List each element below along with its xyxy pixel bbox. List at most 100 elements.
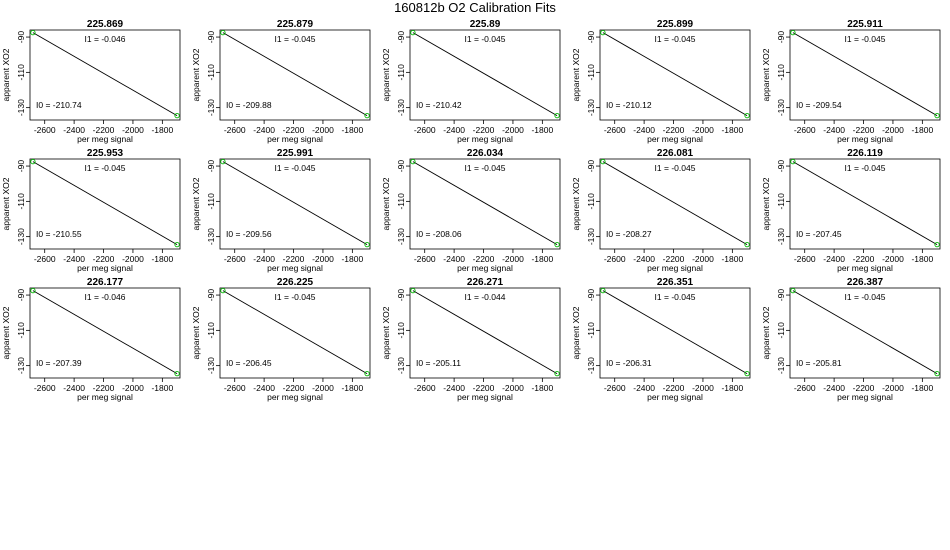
- i1-value: -0.046: [101, 292, 125, 302]
- x-axis-label: per meg signal: [457, 392, 513, 402]
- y-tick-label: -130: [586, 357, 596, 374]
- y-axis-label: apparent XO2: [571, 177, 581, 230]
- plot-frame: [409, 29, 561, 121]
- calibration-panel: 226.387 -2600 -2400 -2200 -2000 -1800 -90 -110 -…: [760, 275, 950, 403]
- data-point: [364, 112, 370, 119]
- i1-value: -0.044: [481, 292, 505, 302]
- y-tick-label: -130: [776, 228, 786, 245]
- x-tick-label: -2000: [882, 254, 904, 264]
- panel-plot: 226.225 -2600 -2400 -2200 -2000 -1800 -90 -110 -…: [191, 277, 371, 402]
- i1-value: -0.045: [481, 163, 505, 173]
- x-axis-label: per meg signal: [647, 134, 703, 144]
- panel-title: 226.034: [467, 148, 504, 159]
- i0-value: -208.27: [623, 229, 652, 239]
- x-tick-label: -2200: [283, 125, 305, 135]
- x-axis-label: per meg signal: [267, 134, 323, 144]
- plot-frame: [409, 158, 561, 250]
- i0-value: -209.56: [243, 229, 272, 239]
- data-point: [364, 241, 370, 248]
- x-tick-label: -2600: [224, 125, 246, 135]
- x-tick-label: -2400: [823, 125, 845, 135]
- y-tick-label: -90: [396, 289, 406, 302]
- x-tick-label: -2400: [633, 254, 655, 264]
- i1-prefix: I1 =: [465, 163, 482, 173]
- calibration-panel: 225.899 -2600 -2400 -2200 -2000 -1800 -90 -110 -…: [570, 17, 760, 145]
- x-axis-label: per meg signal: [267, 263, 323, 273]
- calibration-panel: 226.271 -2600 -2400 -2200 -2000 -1800 -90 -110 -…: [380, 275, 570, 403]
- page-title: 160812b O2 Calibration Fits: [394, 0, 556, 15]
- x-tick-label: -2400: [443, 254, 465, 264]
- x-tick-label: -2200: [473, 383, 495, 393]
- y-tick-label: -130: [586, 228, 596, 245]
- i0-annotation: I0 = -210.55: [36, 229, 82, 239]
- i0-prefix: I0 =: [796, 229, 813, 239]
- panel-title: 226.271: [467, 277, 504, 288]
- y-tick-label: -90: [586, 289, 596, 302]
- i1-prefix: I1 =: [85, 34, 102, 44]
- i0-prefix: I0 =: [416, 358, 433, 368]
- data-point: [934, 112, 940, 119]
- y-tick-label: -130: [16, 228, 26, 245]
- y-tick-label: -130: [206, 228, 216, 245]
- fit-line: [602, 32, 748, 116]
- y-tick-label: -90: [396, 160, 406, 173]
- y-axis-label: apparent XO2: [1, 177, 11, 230]
- panel-plot: 225.991 -2600 -2400 -2200 -2000 -1800 -90 -110 -…: [191, 148, 371, 273]
- i1-annotation: I1 = -0.045: [465, 34, 506, 44]
- y-axis-label: apparent XO2: [571, 48, 581, 101]
- i1-prefix: I1 =: [275, 292, 292, 302]
- y-tick-label: -110: [586, 322, 596, 339]
- plot-frame: [219, 287, 371, 379]
- panel-plot: 225.953 -2600 -2400 -2200 -2000 -1800 -90 -110 -…: [1, 148, 181, 273]
- x-tick-label: -1800: [151, 125, 173, 135]
- fit-line: [222, 161, 368, 245]
- i0-value: -209.88: [243, 100, 272, 110]
- panel-title: 226.225: [277, 277, 314, 288]
- i1-value: -0.045: [671, 163, 695, 173]
- i0-annotation: I0 = -209.54: [796, 100, 842, 110]
- x-tick-label: -1800: [531, 254, 553, 264]
- x-tick-label: -1800: [151, 254, 173, 264]
- calibration-panel: 225.953 -2600 -2400 -2200 -2000 -1800 -90 -110 -…: [0, 146, 190, 274]
- data-point: [744, 370, 750, 377]
- x-tick-label: -2000: [122, 125, 144, 135]
- data-point: [410, 158, 416, 165]
- y-tick-label: -110: [16, 64, 26, 81]
- i0-value: -207.39: [53, 358, 82, 368]
- x-tick-label: -2000: [502, 383, 524, 393]
- x-tick-label: -2400: [63, 383, 85, 393]
- y-tick-label: -130: [776, 357, 786, 374]
- i0-annotation: I0 = -210.12: [606, 100, 652, 110]
- data-point: [554, 241, 560, 248]
- plot-frame: [599, 29, 751, 121]
- data-point: [220, 287, 226, 294]
- plot-frame: [789, 158, 941, 250]
- data-point: [600, 158, 606, 165]
- x-tick-label: -2000: [312, 125, 334, 135]
- x-tick-label: -1800: [531, 383, 553, 393]
- i1-prefix: I1 =: [275, 34, 292, 44]
- i1-value: -0.046: [101, 34, 125, 44]
- i1-annotation: I1 = -0.045: [845, 163, 886, 173]
- plot-frame: [789, 29, 941, 121]
- i1-value: -0.045: [671, 34, 695, 44]
- i0-annotation: I0 = -206.31: [606, 358, 652, 368]
- calibration-panel: 226.225 -2600 -2400 -2200 -2000 -1800 -90 -110 -…: [190, 275, 380, 403]
- y-axis-label: apparent XO2: [1, 48, 11, 101]
- x-axis-label: per meg signal: [457, 134, 513, 144]
- y-tick-label: -130: [16, 99, 26, 116]
- x-axis-label: per meg signal: [837, 392, 893, 402]
- x-tick-label: -1800: [721, 254, 743, 264]
- y-tick-label: -110: [586, 64, 596, 81]
- x-tick-label: -2200: [93, 125, 115, 135]
- plot-frame: [599, 287, 751, 379]
- i1-prefix: I1 =: [845, 34, 862, 44]
- data-point: [600, 287, 606, 294]
- data-point: [554, 370, 560, 377]
- y-axis-label: apparent XO2: [761, 177, 771, 230]
- fit-line: [792, 161, 938, 245]
- data-point: [174, 370, 180, 377]
- y-axis-label: apparent XO2: [381, 306, 391, 359]
- x-tick-label: -2600: [34, 383, 56, 393]
